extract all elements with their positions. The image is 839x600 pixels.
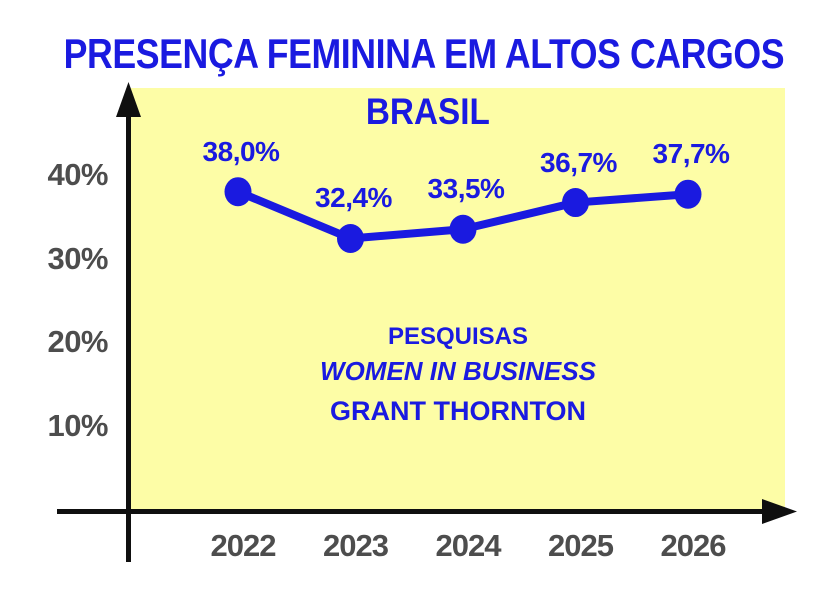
x-tick-2026: 2026: [660, 528, 727, 563]
annotation-grant-thornton: GRANT THORNTON: [330, 396, 586, 426]
annotation-women-in-business: WOMEN IN BUSINESS: [320, 356, 596, 386]
y-tick-30: 30%: [47, 240, 108, 276]
x-axis-arrowhead: [762, 499, 797, 524]
chart-subtitle: BRASIL: [131, 90, 725, 134]
chart-title: PRESENÇA FEMININA EM ALTOS CARGOS: [0, 30, 839, 78]
x-tick-2025: 2025: [548, 528, 614, 563]
data-point-2024: [449, 214, 477, 244]
y-tick-10: 10%: [47, 407, 108, 443]
annotation-pesquisas: PESQUISAS: [387, 323, 529, 350]
chart-title-text: PRESENÇA FEMININA EM ALTOS CARGOS: [63, 30, 785, 77]
chart-subtitle-text: BRASIL: [366, 91, 490, 132]
x-tick-2023: 2023: [323, 528, 389, 563]
plot-area: [131, 88, 785, 511]
data-point-2023: [337, 223, 364, 253]
value-label-2025: 36,7%: [540, 146, 617, 178]
data-point-2022: [224, 177, 252, 207]
y-axis-arrowhead: [116, 82, 141, 117]
value-label-2024: 33,5%: [427, 173, 505, 205]
value-label-2026: 37,7%: [652, 138, 730, 170]
y-tick-40: 40%: [47, 157, 108, 192]
x-tick-2024: 2024: [435, 528, 502, 563]
y-tick-20: 20%: [47, 324, 108, 359]
x-tick-2022: 2022: [210, 528, 277, 563]
data-point-2026: [674, 179, 702, 209]
value-label-2022: 38,0%: [202, 135, 280, 167]
data-point-2025: [562, 188, 589, 218]
value-label-2023: 32,4%: [315, 182, 392, 214]
